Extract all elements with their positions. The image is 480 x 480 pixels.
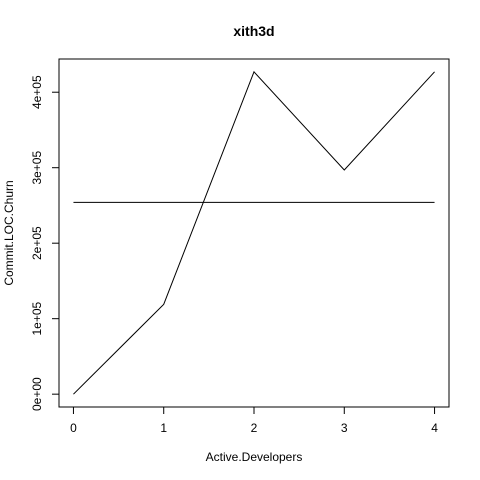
y-tick-label: 4e+05 (30, 75, 44, 109)
x-axis: 0 1 2 3 4 (70, 406, 438, 435)
plot-frame (58, 58, 450, 408)
y-tick-label: 0e+00 (30, 377, 44, 411)
x-tick-label: 2 (251, 421, 258, 435)
y-tick-label: 1e+05 (30, 302, 44, 336)
series-layer (73, 70, 435, 395)
y-axis-label: Commit.LOC.Churn (2, 180, 16, 285)
x-tick-label: 3 (341, 421, 348, 435)
x-tick-label: 1 (160, 421, 167, 435)
x-tick-label: 0 (70, 421, 77, 435)
y-axis: 0e+00 1e+05 2e+05 3e+05 4e+05 (30, 75, 60, 411)
x-tick-label: 4 (431, 421, 438, 435)
x-axis-label: Active.Developers (206, 450, 303, 464)
series-line (73, 70, 435, 395)
y-tick-label: 2e+05 (30, 226, 44, 260)
y-tick-label: 3e+05 (30, 151, 44, 185)
chart-title: xith3d (233, 23, 274, 39)
